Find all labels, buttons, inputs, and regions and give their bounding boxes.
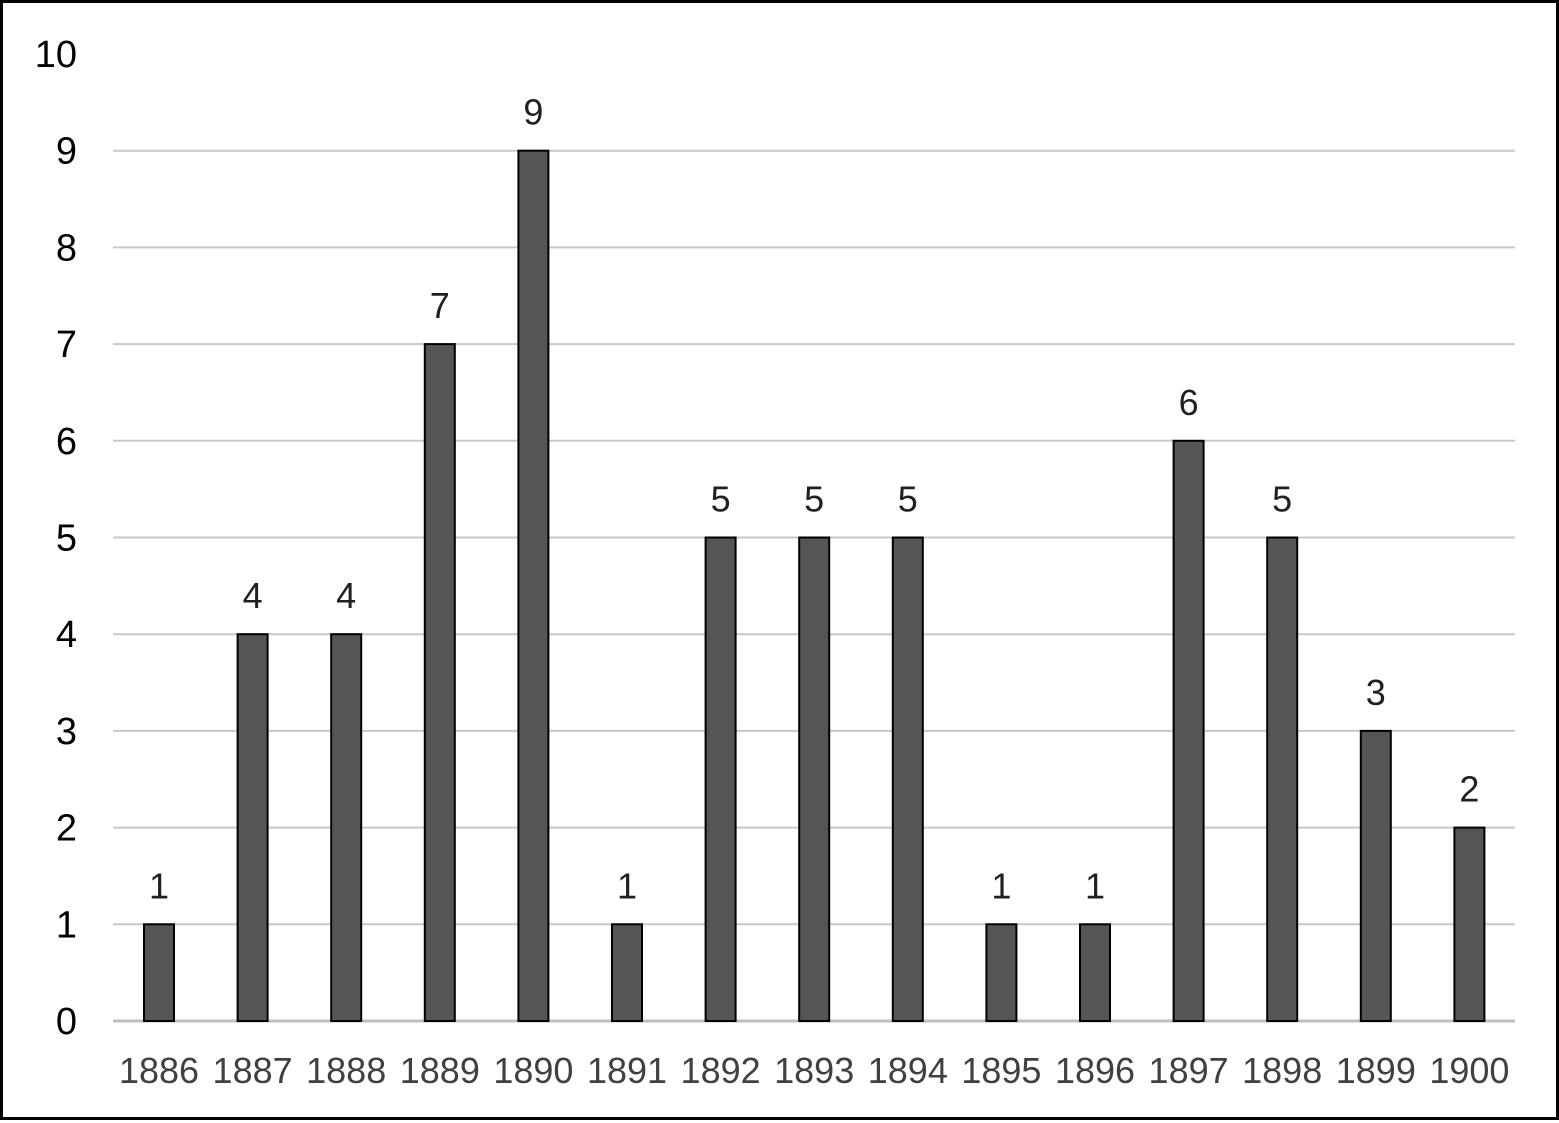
- bar: [1359, 729, 1392, 1023]
- y-tick-label: 8: [56, 227, 77, 269]
- bar: [704, 536, 737, 1022]
- y-tick-label: 7: [56, 324, 77, 366]
- x-tick-label: 1896: [1055, 1050, 1135, 1091]
- bar: [611, 923, 643, 1022]
- bar: [1079, 923, 1111, 1022]
- x-tick-label: 1897: [1149, 1050, 1229, 1091]
- x-tick-label: 1895: [961, 1050, 1041, 1091]
- y-tick-label: 3: [56, 711, 77, 753]
- x-tick-label: 1899: [1336, 1050, 1416, 1091]
- y-tick-label: 1: [56, 904, 77, 946]
- data-label: 5: [804, 479, 824, 520]
- bar: [517, 149, 550, 1022]
- data-label: 1: [1085, 865, 1105, 906]
- bar: [330, 633, 363, 1022]
- x-tick-label: 1892: [681, 1050, 761, 1091]
- data-label: 4: [336, 575, 356, 616]
- x-tick-label: 1888: [306, 1050, 386, 1091]
- bar: [236, 633, 269, 1022]
- data-label: 7: [430, 285, 450, 326]
- data-label: 5: [898, 479, 918, 520]
- y-tick-label: 4: [56, 614, 77, 656]
- x-tick-label: 1890: [493, 1050, 573, 1091]
- data-label: 6: [1179, 382, 1199, 423]
- y-tick-label: 9: [56, 131, 77, 173]
- x-tick-label: 1887: [213, 1050, 293, 1091]
- data-label: 5: [711, 479, 731, 520]
- data-label: 1: [617, 865, 637, 906]
- data-label: 4: [243, 575, 263, 616]
- x-tick-label: 1886: [119, 1050, 199, 1091]
- y-tick-label: 10: [35, 34, 77, 76]
- bar-chart: 0 1 2 3 4 5 6 7 8 9 10 1 1886 4 1887 4 1888 7 1889 9 1890 1 18…: [35, 34, 1515, 1091]
- y-tick-label: 5: [56, 518, 77, 560]
- y-tick-label: 6: [56, 421, 77, 463]
- bar: [798, 536, 831, 1022]
- y-tick-label: 2: [56, 808, 77, 850]
- x-tick-label: 1900: [1429, 1050, 1509, 1091]
- bar: [1453, 826, 1486, 1022]
- data-label: 5: [1272, 479, 1292, 520]
- x-tick-label: 1894: [868, 1050, 948, 1091]
- data-label: 9: [523, 92, 543, 133]
- bar: [985, 923, 1018, 1022]
- bar: [1266, 536, 1299, 1022]
- bar: [423, 343, 456, 1023]
- bar: [143, 923, 175, 1022]
- y-tick-label: 0: [56, 1001, 77, 1043]
- bar: [891, 536, 924, 1022]
- data-label: 1: [991, 865, 1011, 906]
- x-tick-label: 1889: [400, 1050, 480, 1091]
- data-label: 1: [149, 865, 169, 906]
- data-label: 2: [1459, 769, 1479, 810]
- data-label: 3: [1366, 672, 1386, 713]
- bar: [1172, 439, 1205, 1022]
- x-tick-label: 1898: [1242, 1050, 1322, 1091]
- x-tick-label: 1893: [774, 1050, 854, 1091]
- x-tick-label: 1891: [587, 1050, 667, 1091]
